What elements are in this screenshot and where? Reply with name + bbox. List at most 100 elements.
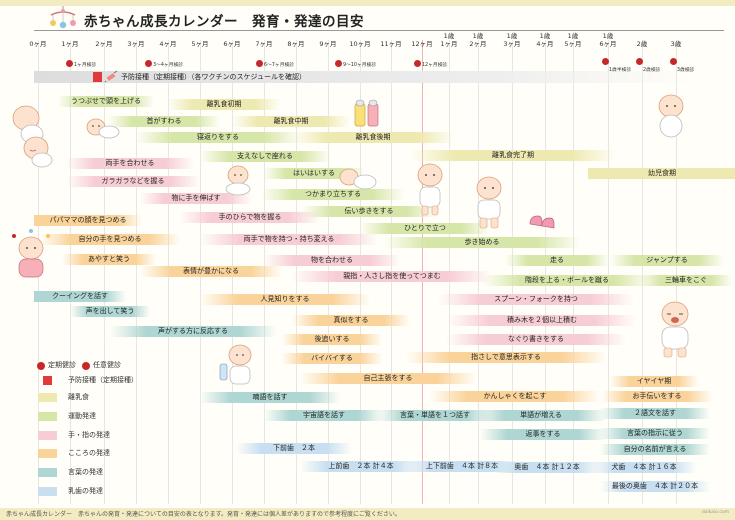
milestone-mind: 表情が豊かになる [140, 266, 282, 277]
grid-line [642, 40, 643, 504]
site-credit: daikaio.com [701, 510, 729, 515]
timeline-tick: 3ヶ月 [121, 40, 151, 49]
baby-mobile-icon [50, 6, 76, 29]
timeline-tick: 1歳 4ヶ月 [530, 32, 560, 48]
vaccination-label: 予防接種（定期接種）（各ワクチンのスケジュールを確認） [121, 73, 307, 81]
milestone-hand: なぐり書きをする [446, 334, 626, 345]
tick-year-label: 1歳 [443, 32, 455, 40]
baby-bottle-icon [219, 344, 252, 385]
timeline-tick: 2歳 [627, 40, 657, 49]
timeline-tick: 5ヶ月 [185, 40, 215, 49]
timeline-tick: 1歳 5ヶ月 [558, 32, 588, 48]
milestone-language: 返事をする [480, 429, 606, 440]
milestone-motor: ひとりで立つ [360, 223, 490, 234]
grid-line [70, 40, 71, 504]
milestone-teeth: 奥歯 ４本 計１２本 [492, 462, 602, 473]
milestone-language: ２語文を話す [600, 408, 710, 419]
milestone-motor: つかまり立ちする [262, 189, 404, 200]
tick-month-label: 10ヶ月 [349, 40, 371, 48]
milestone-hand: 親指・人さし指を使ってつまむ [292, 271, 492, 282]
milestone-language: 喃語を話す [200, 392, 340, 403]
milestone-food: 幼児食期 [588, 168, 735, 179]
milestone-language: 単語が増える [476, 410, 606, 421]
checkup-dot [636, 58, 643, 65]
grid-line [676, 40, 677, 504]
milestone-language: 声を出して笑う [70, 306, 150, 317]
grid-line [545, 40, 546, 504]
tick-month-label: 1ヶ月 [61, 40, 79, 48]
legend-swatch-motor [38, 411, 57, 421]
tick-month-label: 2ヶ月 [95, 40, 113, 48]
crawling-baby-icon [86, 118, 120, 139]
timeline-tick: 11ヶ月 [376, 40, 406, 49]
legend-vaccine-swatch [43, 376, 52, 385]
legend-scheduled-label: 定期健診 [48, 361, 76, 369]
milestone-motor: 三輪車をこぐ [640, 275, 732, 286]
tick-year-label: 1歳 [539, 32, 551, 40]
milestone-mind: あやすと笑う [62, 254, 156, 265]
milestone-motor: ジャンプする [610, 255, 724, 266]
milestone-teeth: 犬歯 ４本 計１６本 [592, 462, 696, 473]
milestone-mind: お手伝いをする [602, 391, 712, 402]
legend-optional-dot [82, 362, 90, 370]
checkup-label: 6〜7ヶ月検診 [264, 63, 295, 68]
legend-swatch-language [38, 468, 57, 478]
checkup-label: 3〜4ヶ月検診 [153, 63, 184, 68]
milestone-food: 離乳食後期 [292, 132, 454, 143]
baby-food-icon [354, 99, 379, 127]
milestone-food: 離乳食中期 [232, 116, 350, 127]
milestone-mind: イヤイヤ期 [610, 376, 698, 387]
checkup-label: 9〜10ヶ月検診 [343, 63, 377, 68]
legend-label-food: 離乳食 [68, 393, 89, 401]
legend-swatch-hand [38, 430, 57, 440]
milestone-teeth: 最後の奥歯 ４本 計２０本 [600, 481, 710, 492]
tick-month-label: 6ヶ月 [223, 40, 241, 48]
legend-scheduled-dot [37, 362, 45, 370]
timeline-tick: 1歳 1ヶ月 [434, 32, 464, 48]
grid-line [136, 40, 137, 504]
checkup-label: 1ヶ月検診 [74, 63, 97, 68]
baby-rattle-icon [12, 229, 50, 278]
milestone-teeth: 下前歯 ２本 [236, 443, 352, 454]
milestone-motor: 階段を上る・ボールを蹴る [483, 275, 651, 286]
tick-month-label: 3ヶ月 [503, 39, 521, 48]
milestone-language: 言葉の指示に従う [600, 428, 710, 439]
timeline-tick: 3歳 [661, 40, 691, 49]
walking-baby-icon [476, 176, 502, 229]
timeline-tick: 9ヶ月 [313, 40, 343, 49]
tick-month-label: 0ヶ月 [29, 40, 47, 48]
timeline-tick: 2ヶ月 [89, 40, 119, 49]
tick-month-label: 5ヶ月 [564, 39, 582, 48]
bottom-band [0, 508, 735, 520]
milestone-mind: 後追いする [282, 334, 382, 345]
milestone-hand: 積み木を２個以上積む [448, 315, 636, 326]
checkup-dot [66, 60, 73, 67]
tick-month-label: 2歳 [636, 40, 648, 48]
timeline-tick: 12ヶ月 [407, 40, 437, 49]
tick-month-label: 3ヶ月 [127, 40, 145, 48]
milestone-language: 声がする方に反応する [110, 326, 276, 337]
tick-year-label: 1歳 [472, 32, 484, 40]
tick-year-label: 1歳 [567, 32, 579, 40]
sitting-baby-icon [658, 94, 684, 138]
page-title: 赤ちゃん成長カレンダー 発育・発達の目安 [84, 14, 364, 30]
milestone-mind: バイバイする [282, 353, 382, 364]
milestone-mind: 自己主張をする [300, 373, 476, 384]
legend-label-language: 言葉の発達 [68, 468, 103, 477]
milestone-mind: パパママの顔を見つめる [34, 215, 142, 226]
milestone-hand: 両手を合わせる [66, 158, 194, 169]
vaccination-band [34, 71, 694, 83]
grid-line [512, 40, 513, 504]
milestone-motor: 歩き始める [384, 237, 580, 248]
milestone-motor: うつぶせで頭を上げる [58, 96, 154, 107]
baby-playing-icon [225, 165, 251, 196]
tick-month-label: 11ヶ月 [380, 40, 402, 48]
checkup-dot [335, 60, 342, 67]
tick-year-label: 1歳 [506, 32, 518, 40]
tick-month-label: 9ヶ月 [319, 40, 337, 48]
tick-month-label: 3歳 [670, 40, 682, 48]
crying-baby-icon [661, 301, 689, 358]
timeline-tick: 1歳 3ヶ月 [497, 32, 527, 48]
milestone-language: 言葉・単語を１つ話す [378, 410, 492, 421]
milestone-language: 自分の名前が言える [600, 444, 710, 455]
